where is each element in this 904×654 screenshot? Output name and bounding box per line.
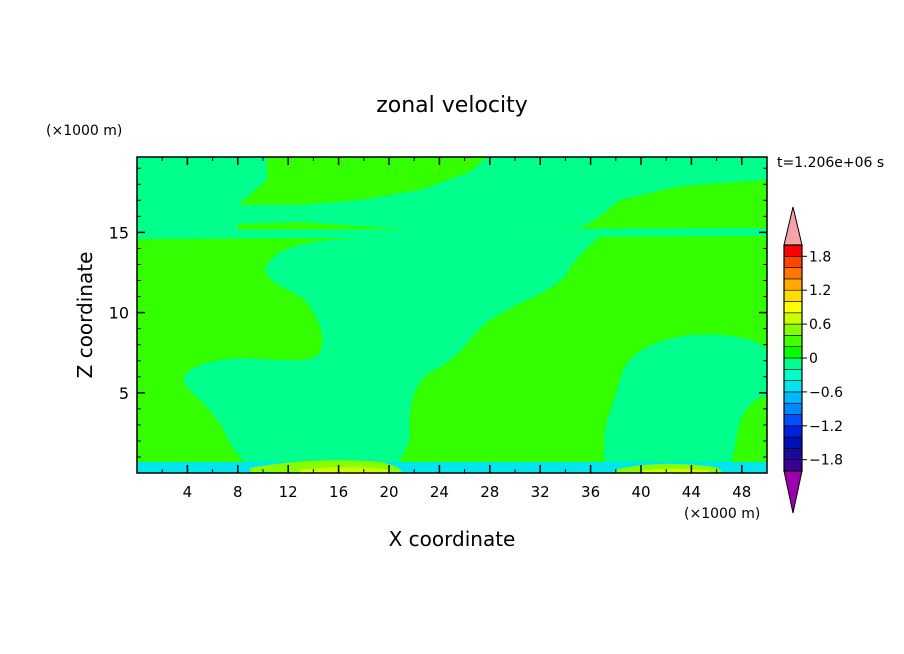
- x-tick-label: 4: [183, 483, 193, 501]
- x-axis-label: X coordinate: [389, 527, 516, 551]
- colorbar-swatch: [783, 312, 803, 325]
- field-region-upper-left-band: [137, 157, 267, 205]
- x-tick-label: 12: [279, 483, 298, 501]
- x-tick-label: 32: [531, 483, 550, 501]
- y-tick-label: 10: [109, 304, 129, 323]
- field-region-bottom-positive-patch-d: [640, 468, 710, 473]
- chart-title: zonal velocity: [376, 93, 528, 118]
- field-region-central-weak-negative: [183, 236, 601, 468]
- x-tick-label: 36: [581, 483, 600, 501]
- colorbar-swatch: [783, 335, 803, 347]
- x-tick-label: 48: [732, 483, 751, 501]
- colorbar-swatch: [783, 255, 803, 268]
- colorbar-swatch: [783, 448, 803, 460]
- colorbar-swatch: [783, 380, 803, 393]
- contour-field: [137, 157, 767, 473]
- y-tick-label: 15: [109, 223, 129, 242]
- colorbar-swatch: [783, 357, 803, 370]
- colorbar-swatch: [783, 301, 803, 314]
- colorbar-label: 1.8: [809, 249, 831, 265]
- colorbar-swatch: [783, 323, 803, 336]
- colorbar-swatch: [783, 414, 803, 427]
- colorbar-swatch: [783, 278, 803, 291]
- colorbar-label: −1.2: [809, 419, 843, 435]
- time-label: t=1.206e+06 s: [777, 155, 884, 171]
- colorbar-label: 0: [809, 351, 818, 367]
- x-tick-label: 28: [480, 483, 499, 501]
- colorbar-swatch: [783, 289, 803, 302]
- y-tick-label: 5: [119, 384, 129, 403]
- field-region-right-weak-negative: [604, 334, 767, 468]
- x-tick-label: 16: [329, 483, 348, 501]
- x-tick-label: 20: [379, 483, 398, 501]
- x-tick-label: 40: [631, 483, 650, 501]
- colorbar-label: −0.6: [809, 385, 843, 401]
- colorbar-swatch: [783, 391, 803, 404]
- y-axis-label: Z coordinate: [73, 252, 97, 379]
- colorbar-over-arrow: [783, 206, 803, 246]
- x-tick-label: 24: [430, 483, 449, 501]
- colorbar-label: 1.2: [809, 283, 831, 299]
- colorbar-swatch: [783, 436, 803, 449]
- colorbar-swatch: [783, 267, 803, 280]
- plot-frame: [136, 156, 768, 474]
- x-unit-label: (×1000 m): [684, 506, 760, 522]
- x-axis: 4 8 12 16 20 24 28 32 36 40 44 48: [161, 157, 751, 501]
- colorbar-swatch: [783, 244, 803, 257]
- colorbar-swatch: [783, 402, 803, 415]
- x-tick-label: 44: [682, 483, 701, 501]
- colorbar-label: −1.8: [809, 453, 843, 469]
- colorbar-swatch: [783, 459, 803, 472]
- colorbar-under-arrow: [783, 470, 803, 514]
- x-tick-label: 8: [233, 483, 243, 501]
- y-axis: 5 10 15: [109, 167, 767, 458]
- field-region-separator-strip: [137, 228, 767, 239]
- colorbar-label: 0.6: [809, 317, 831, 333]
- field-region-bottom-positive-patch-b: [300, 467, 390, 473]
- colorbar-swatch: [783, 346, 803, 359]
- colorbar-swatch: [783, 425, 803, 438]
- y-unit-label: (×1000 m): [46, 123, 122, 139]
- field-region-top-band-weak-negative: [238, 157, 767, 230]
- colorbar: 1.8 1.2 0.6 0 −0.6 −1.2 −1.8: [783, 206, 843, 514]
- colorbar-swatch: [783, 368, 803, 381]
